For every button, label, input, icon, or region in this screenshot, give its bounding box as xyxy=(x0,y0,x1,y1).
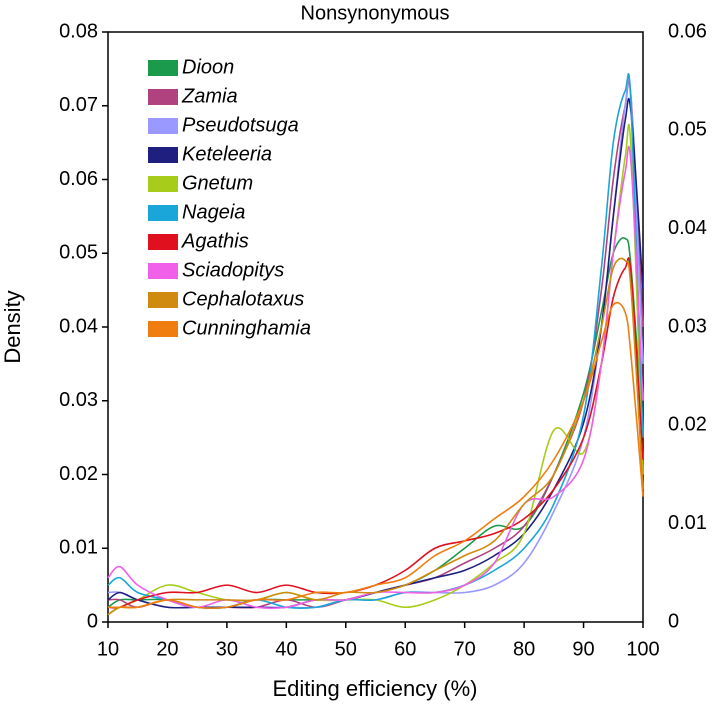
legend-label: Zamia xyxy=(181,85,238,107)
legend-label: Dioon xyxy=(182,56,234,78)
x-tick-label: 90 xyxy=(572,638,594,660)
x-tick-label: 70 xyxy=(454,638,476,660)
legend-swatch xyxy=(148,147,178,163)
x-tick-label: 80 xyxy=(513,638,535,660)
y-tick-label: 0.05 xyxy=(59,242,98,264)
legend-label: Cunninghamia xyxy=(182,317,311,339)
y2-tick-label: 0.05 xyxy=(668,119,707,141)
y-tick-label: 0 xyxy=(87,610,98,632)
y2-tick-label: 0.06 xyxy=(668,20,707,42)
legend-swatch xyxy=(148,89,178,105)
chart-title: Nonsynonymous xyxy=(301,2,450,24)
legend-swatch xyxy=(148,263,178,279)
legend-swatch xyxy=(148,176,178,192)
legend-label: Keteleeria xyxy=(182,143,272,165)
y2-tick-label: 0.04 xyxy=(668,217,707,239)
x-tick-label: 60 xyxy=(394,638,416,660)
y2-tick-label: 0 xyxy=(668,610,679,632)
legend-swatch xyxy=(148,292,178,308)
y-axis-label: Density xyxy=(0,290,25,363)
legend-swatch xyxy=(148,60,178,76)
legend-label: Cephalotaxus xyxy=(182,288,304,310)
x-axis-label: Editing efficiency (%) xyxy=(272,676,477,701)
legend-swatch xyxy=(148,234,178,250)
x-tick-label: 50 xyxy=(335,638,357,660)
series-line xyxy=(107,257,644,609)
legend-label: Gnetum xyxy=(182,172,253,194)
y2-tick-label: 0.01 xyxy=(668,512,707,534)
x-tick-label: 100 xyxy=(626,638,659,660)
legend-label: Pseudotsuga xyxy=(182,114,299,136)
series-line xyxy=(107,257,644,616)
x-tick-label: 10 xyxy=(97,638,119,660)
legend-label: Agathis xyxy=(181,230,249,252)
legend-label: Nageia xyxy=(182,201,245,223)
y-tick-label: 0.01 xyxy=(59,537,98,559)
legend-swatch xyxy=(148,321,178,337)
series-line xyxy=(107,123,644,616)
y-tick-label: 0.03 xyxy=(59,389,98,411)
legend-label: Sciadopitys xyxy=(182,259,284,281)
x-tick-label: 30 xyxy=(216,638,238,660)
y2-tick-label: 0.02 xyxy=(668,414,707,436)
y-tick-label: 0.04 xyxy=(59,315,98,337)
x-tick-label: 20 xyxy=(156,638,178,660)
y-tick-label: 0.02 xyxy=(59,463,98,485)
y-tick-label: 0.06 xyxy=(59,168,98,190)
x-tick-label: 40 xyxy=(275,638,297,660)
legend-swatch xyxy=(148,205,178,221)
y-tick-label: 0.07 xyxy=(59,94,98,116)
y-tick-label: 0.08 xyxy=(59,20,98,42)
y2-tick-label: 0.03 xyxy=(668,315,707,337)
legend-swatch xyxy=(148,118,178,134)
series-line xyxy=(107,301,644,609)
